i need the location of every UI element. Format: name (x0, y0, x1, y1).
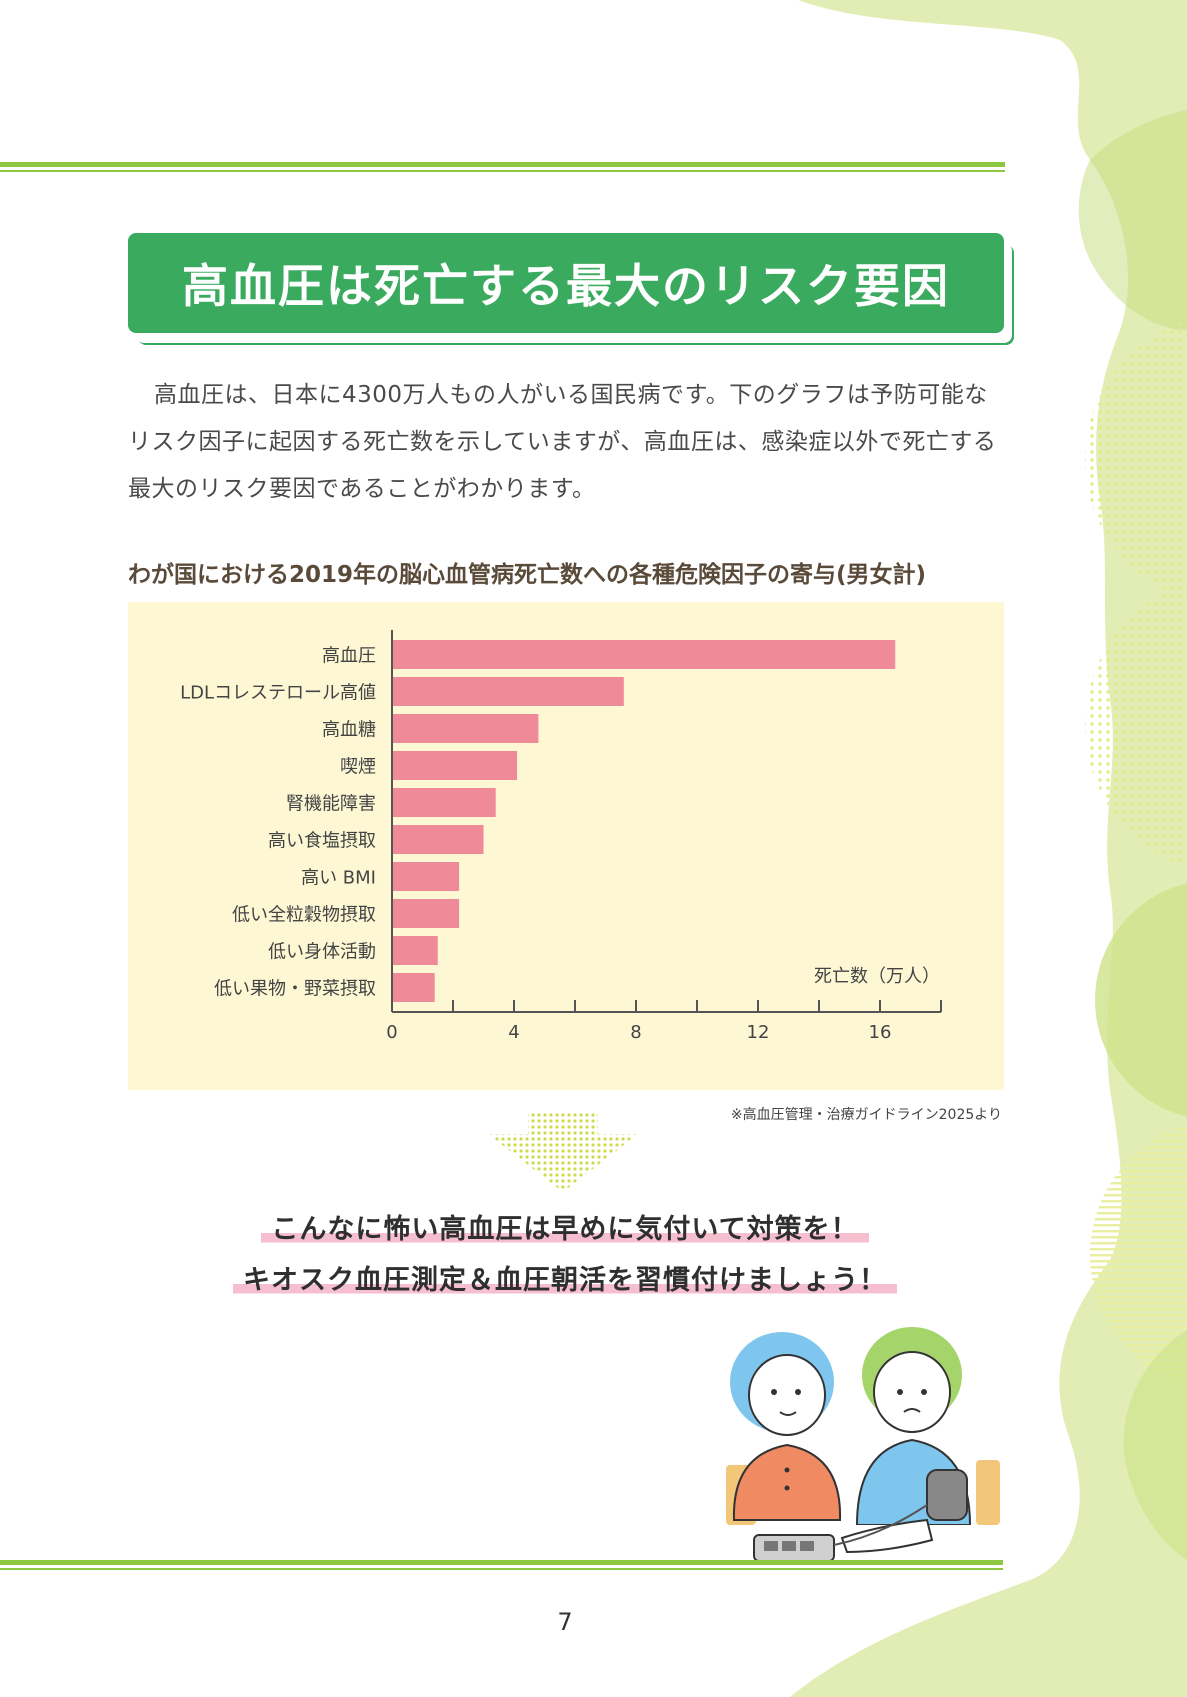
bar (392, 751, 518, 780)
category-label: 高い食塩摂取 (268, 831, 376, 852)
bar (392, 640, 896, 669)
bar (392, 899, 460, 928)
category-label: 高血糖 (322, 720, 376, 741)
top-rule (0, 162, 1005, 172)
title-banner: 高血圧は死亡する最大のリスク要因 (128, 233, 1004, 333)
callout-line-1: こんなに怖い高血圧は早めに気付いて対策を！ (0, 1207, 1130, 1246)
bar (392, 973, 435, 1002)
callout-text-1: こんなに怖い高血圧は早めに気付いて対策を！ (261, 1214, 869, 1245)
x-tick-label: 16 (869, 1022, 892, 1043)
category-label: LDLコレステロール高値 (180, 683, 376, 704)
people-illustration (712, 1327, 1012, 1560)
category-label: 低い身体活動 (268, 942, 376, 963)
x-tick-label: 12 (747, 1022, 770, 1043)
chart-title: わが国における2019年の脳心血管病死亡数への各種危険因子の寄与(男女計) (128, 562, 927, 588)
bottom-rule (0, 1560, 1003, 1570)
chart-panel: 高血圧 LDLコレステロール高値高血糖喫煙腎機能障害高い食塩摂取高い BMI 低い全… (128, 602, 1004, 1090)
category-label: 高い BMI (301, 868, 376, 889)
category-label: 低い果物・野菜摂取 (214, 979, 376, 1000)
callout-text-2: キオスク血圧測定＆血圧朝活を習慣付けましょう！ (233, 1265, 897, 1296)
x-tick-label: 8 (630, 1022, 641, 1043)
bar (392, 788, 496, 817)
bar (392, 677, 624, 706)
callout-line-2: キオスク血圧測定＆血圧朝活を習慣付けましょう！ (0, 1258, 1130, 1297)
page-number: 7 (557, 1608, 573, 1636)
bar (392, 714, 539, 743)
category-label: 腎機能障害 (286, 794, 376, 815)
x-tick-label: 4 (508, 1022, 519, 1043)
intro-paragraph: 高血圧は、日本に4300万人もの人がいる国民病です。下のグラフは予防可能なリスク… (128, 382, 997, 502)
source-note: ※高血圧管理・治療ガイドライン2025より (730, 1107, 1002, 1123)
page-title: 高血圧は死亡する最大のリスク要因 (182, 259, 950, 313)
category-label: 低い全粒穀物摂取 (232, 905, 376, 926)
x-tick-label: 0 (386, 1022, 397, 1043)
bar (392, 862, 460, 891)
x-axis-label: 死亡数（万人） (814, 966, 940, 987)
bar (392, 825, 484, 854)
bar (392, 936, 438, 965)
down-arrow-icon (488, 1112, 638, 1192)
category-label: 喫煙 (340, 757, 376, 778)
category-label: 高血圧 (322, 646, 376, 667)
